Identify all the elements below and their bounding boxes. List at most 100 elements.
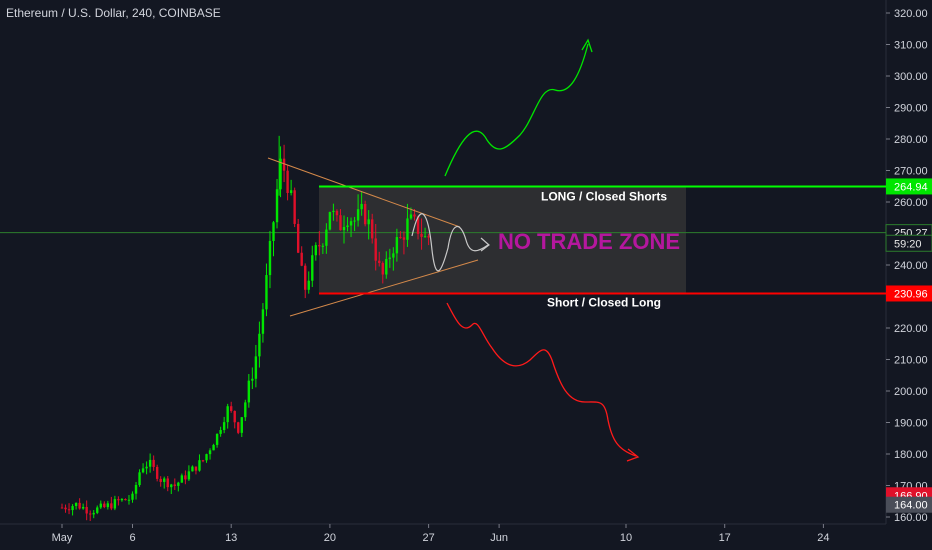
- candle-body: [67, 509, 71, 511]
- candle-body: [103, 503, 106, 508]
- candle-body: [321, 245, 325, 247]
- candle-body: [388, 257, 392, 259]
- candle-body: [191, 466, 194, 472]
- candle-body: [349, 221, 353, 226]
- bearish-arrowhead: [626, 448, 640, 462]
- candle-body: [367, 219, 370, 225]
- candle-body: [85, 506, 88, 514]
- grid-lines: [0, 0, 887, 525]
- candle-body: [261, 309, 265, 334]
- time-tick-label: 6: [129, 532, 135, 544]
- candle-body: [194, 466, 198, 471]
- candle-body: [113, 499, 117, 509]
- time-tick-label: Jun: [490, 532, 508, 544]
- candle-body: [318, 245, 321, 247]
- candle-body: [335, 210, 339, 216]
- candle-body: [381, 263, 384, 275]
- price-label-badge: [885, 234, 932, 252]
- projection-arrowhead: [480, 237, 490, 252]
- price-tick-label: 220.00: [894, 323, 928, 335]
- candle-body: [240, 417, 243, 433]
- candle-body: [371, 219, 374, 239]
- price-tick-label: 160.00: [894, 512, 928, 524]
- candle-body: [385, 258, 388, 275]
- candle-body: [205, 454, 208, 461]
- candle-body: [212, 444, 215, 451]
- price-axis[interactable]: 160.00170.00180.00190.00200.00210.00220.…: [886, 8, 928, 524]
- bearish-projection-arrow: [446, 302, 637, 457]
- drawing-annotations: LONG / Closed Shorts Short / Closed Long N…: [267, 38, 886, 462]
- candle-body: [251, 378, 254, 381]
- candle-body: [363, 203, 367, 225]
- candle-body: [230, 406, 233, 411]
- candle-body: [275, 189, 279, 223]
- price-tick-label: 280.00: [894, 134, 928, 146]
- candle-body: [78, 502, 81, 509]
- bullish-projection-arrow: [444, 43, 589, 177]
- price-label-text: 59:20: [894, 238, 922, 250]
- candle-body: [226, 406, 229, 423]
- price-label-text: 264.94: [894, 181, 928, 193]
- candle-body: [332, 210, 335, 213]
- candle-body: [356, 209, 360, 221]
- price-label-text: 164.00: [894, 500, 928, 512]
- candle-body: [141, 468, 145, 473]
- candle-body: [346, 225, 349, 228]
- candle-body: [124, 498, 127, 501]
- candle-body: [219, 430, 222, 434]
- candle-body: [222, 422, 226, 431]
- candle-body: [307, 280, 310, 290]
- candle-body: [99, 503, 102, 508]
- candle-body: [279, 158, 282, 190]
- candle-body: [402, 237, 406, 240]
- candle-body: [416, 216, 420, 234]
- price-label-text: 230.96: [894, 288, 928, 300]
- candle-body: [233, 410, 236, 423]
- price-tick-label: 180.00: [894, 449, 928, 461]
- price-tick-label: 240.00: [894, 260, 928, 272]
- candle-body: [258, 333, 261, 357]
- candle-body: [89, 513, 92, 515]
- price-tick-label: 290.00: [894, 103, 928, 115]
- price-label-badge: [886, 496, 932, 513]
- candle-body: [163, 478, 166, 482]
- bullish-arrowhead: [581, 38, 593, 53]
- long-zone-label: LONG / Closed Shorts: [541, 189, 667, 203]
- candle-body: [296, 223, 300, 253]
- time-tick-label: 27: [422, 532, 434, 544]
- candle-body: [265, 275, 268, 310]
- price-tick-label: 310.00: [894, 40, 928, 52]
- candle-body: [286, 170, 289, 193]
- candle-body: [339, 215, 342, 231]
- candle-body: [127, 499, 131, 501]
- price-label-badge: [886, 178, 932, 195]
- candle-body: [96, 507, 99, 513]
- candle-body: [92, 512, 95, 515]
- candle-body: [314, 245, 317, 256]
- candle-body: [170, 484, 173, 488]
- chart-title: Ethereum / U.S. Dollar, 240, COINBASE: [6, 6, 221, 20]
- time-axis[interactable]: May 6 13 20 27 Jun 10 17 24: [52, 524, 830, 544]
- candle-body: [289, 190, 293, 193]
- candle-body: [360, 203, 363, 210]
- candle-body: [374, 238, 377, 261]
- candle-body: [395, 237, 399, 254]
- no-trade-zone-box: [0, 186, 886, 294]
- candle-body: [201, 460, 205, 462]
- candle-body: [353, 220, 356, 222]
- candle-body: [247, 380, 251, 403]
- candle-body: [413, 214, 416, 217]
- candle-body: [60, 507, 64, 509]
- time-tick-label: May: [52, 532, 73, 544]
- candle-body: [304, 265, 307, 290]
- price-tick-label: 210.00: [894, 355, 928, 367]
- candle-body: [378, 260, 381, 264]
- candle-body: [159, 478, 162, 482]
- candle-body: [237, 422, 240, 433]
- candle-body: [392, 253, 395, 258]
- candle-body: [268, 240, 272, 276]
- candle-body: [106, 503, 110, 508]
- projection-wave: [411, 213, 489, 272]
- candle-body: [311, 255, 314, 281]
